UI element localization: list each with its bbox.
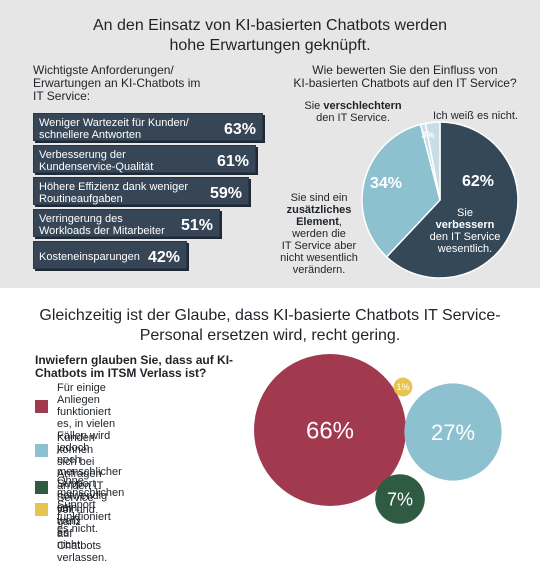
legend-text-line: Für einige Anliegen funktioniert	[57, 382, 111, 418]
legend-text-line: Ohne menschlichen Support	[57, 475, 125, 511]
bottom-title-line1: Gleichzeitig ist der Glaube, dass KI-bas…	[39, 307, 501, 324]
bar-value: 51%	[180, 217, 213, 234]
legend-text-line: Kunden können sich bei Anfragen	[57, 432, 102, 480]
bar-value: 63%	[223, 121, 256, 138]
pie-label-better-l3: den IT Service	[429, 231, 501, 243]
pie-value-label: 3%	[421, 130, 434, 140]
pie-label-extra-l6: nicht wesentlich	[280, 252, 358, 264]
pie-label-extra-l1: Sie sind ein	[290, 192, 348, 204]
bar-label-line: Verringerung des	[39, 213, 123, 225]
pie-question: Wie bewerten Sie den Einfluss von KI-bas…	[290, 64, 520, 90]
pie-value-label: 62%	[462, 173, 494, 190]
bar-label-line: Weniger Wartezeit für Kunden/	[39, 117, 189, 129]
bubble-value-label: 27%	[431, 420, 475, 445]
bubble	[375, 474, 425, 524]
bubble-value-label: 7%	[387, 489, 413, 509]
pie-label-worse-post: den IT Service.	[316, 112, 390, 124]
pie-label-worse: Sie verschlechtern den IT Service.	[298, 100, 408, 124]
bubble-chart: 66% 27% 7% 1%	[254, 354, 502, 524]
pie-label-extra-l4: werden die	[292, 228, 346, 240]
bar-label: Kosteneinsparungen	[39, 251, 140, 263]
pie-label-better-bold: verbessern	[435, 219, 495, 231]
bar-4: Verringerung des Workloads der Mitarbeite…	[33, 209, 220, 237]
bar-label-line: Kosteneinsparungen	[39, 251, 140, 263]
legend-text-line: Ich weiß es nicht.	[57, 503, 84, 551]
bottom-title: Gleichzeitig ist der Glaube, dass KI-bas…	[0, 306, 540, 346]
pie-slice	[385, 121, 519, 279]
legend-swatch	[35, 503, 48, 516]
bar-label: Weniger Wartezeit für Kunden/schnellere …	[39, 117, 189, 141]
pie-label-better: Sie verbessern den IT Service wesentlich…	[425, 207, 505, 255]
bubble	[254, 354, 406, 506]
pie-label-extra-l5: IT Service aber	[281, 240, 357, 252]
bubble-question-line1: Inwiefern glauben Sie, dass auf KI-	[35, 353, 234, 367]
pie-label-worse-bold: verschlechtern	[323, 100, 402, 112]
pie-question-line1: Wie bewerten Sie den Einfluss von	[312, 63, 498, 77]
bars-question-line1: Wichtigste Anforderungen/	[33, 63, 174, 77]
pie-value-label: 34%	[370, 175, 402, 192]
legend-text-line: es, in vielen Fällen wird jedoch	[57, 418, 116, 454]
legend-text-line: funktioniert es nicht.	[57, 511, 111, 535]
pie-chart: 62% 34% 3%	[361, 121, 519, 279]
bar-2: Verbesserung der Kundenservice-Qualität 61…	[33, 145, 256, 173]
bubble-question-line2: Chatbots im ITSM Verlass ist?	[35, 366, 207, 380]
bar-3: Höhere Effizienz dank weniger Routineaufg…	[33, 177, 249, 205]
legend-text: Für einige Anliegen funktioniert es, in v…	[57, 382, 122, 514]
legend-text-line: notwendig sein.	[57, 490, 108, 514]
bar-label: Verringerung des Workloads der Mitarbeite…	[39, 213, 165, 237]
bars-question-line2: Erwartungen an KI-Chatbots im	[33, 76, 201, 90]
legend-text-line: an den IT Service voll und ganz	[57, 480, 104, 528]
bubble	[393, 377, 413, 397]
bar-label: Verbesserung der Kundenservice-Qualität	[39, 149, 153, 173]
top-title-line2: hohe Erwartungen geknüpft.	[169, 37, 371, 54]
bar-1: Weniger Wartezeit für Kunden/schnellere …	[33, 113, 263, 141]
bar-label-line: Verbesserung der	[39, 149, 126, 161]
legend-text: Ohne menschlichen Support funktioniert es…	[57, 475, 124, 535]
pie-label-extra-l7: verändern.	[292, 264, 346, 276]
legend-swatch	[35, 481, 48, 494]
pie-label-extra-bold1: zusätzliches	[286, 204, 352, 216]
legend-swatch	[35, 400, 48, 413]
pie-label-dontknow: Ich weiß es nicht.	[433, 110, 518, 122]
pie-label-better-l4: wesentlich.	[437, 243, 493, 255]
bar-label: Höhere Effizienz dank weniger Routineaufg…	[39, 181, 188, 205]
bars-question-line3: IT Service:	[33, 89, 91, 103]
bar-value: 59%	[209, 185, 242, 202]
pie-label-extra-bold2: Element	[296, 216, 339, 228]
top-title: An den Einsatz von KI-basierten Chatbots…	[0, 16, 540, 56]
pie-question-line2: KI-basierten Chatbots auf den IT Service…	[293, 76, 517, 90]
bar-label-line: Workloads der Mitarbeiter	[39, 225, 165, 237]
bar-label-line: Höhere Effizienz dank weniger	[39, 181, 188, 193]
bars-question: Wichtigste Anforderungen/ Erwartungen an…	[33, 64, 200, 103]
bar-value: 61%	[216, 153, 249, 170]
bar-label-line: Kundenservice-Qualität	[39, 161, 154, 173]
top-title-line1: An den Einsatz von KI-basierten Chatbots…	[93, 17, 447, 34]
legend-text: Ich weiß es nicht.	[57, 503, 83, 551]
bubble-value-label: 1%	[396, 382, 409, 392]
legend-text-line: noch menschlicher Support	[57, 454, 122, 490]
bar-label-line: schnellere Antworten	[39, 129, 142, 141]
pie-label-extra: Sie sind ein zusätzliches Element, werde…	[278, 192, 360, 276]
bubble-question: Inwiefern glauben Sie, dass auf KI- Chat…	[35, 354, 233, 380]
legend-swatch	[35, 444, 48, 457]
bottom-title-line2: Personal ersetzen wird, recht gering.	[139, 327, 401, 344]
bubble	[404, 383, 502, 481]
bar-value: 42%	[147, 249, 180, 266]
bar-5: Kosteneinsparungen 42%	[33, 241, 187, 269]
pie-label-worse-pre: Sie	[304, 100, 324, 112]
pie-label-extra-comma: ,	[338, 216, 342, 228]
pie-slice	[424, 121, 441, 201]
bar-label-line: Routineaufgaben	[39, 193, 123, 205]
pie-slice	[361, 123, 441, 258]
bubble-value-label: 66%	[306, 418, 354, 445]
pie-label-better-l1: Sie	[457, 207, 473, 219]
